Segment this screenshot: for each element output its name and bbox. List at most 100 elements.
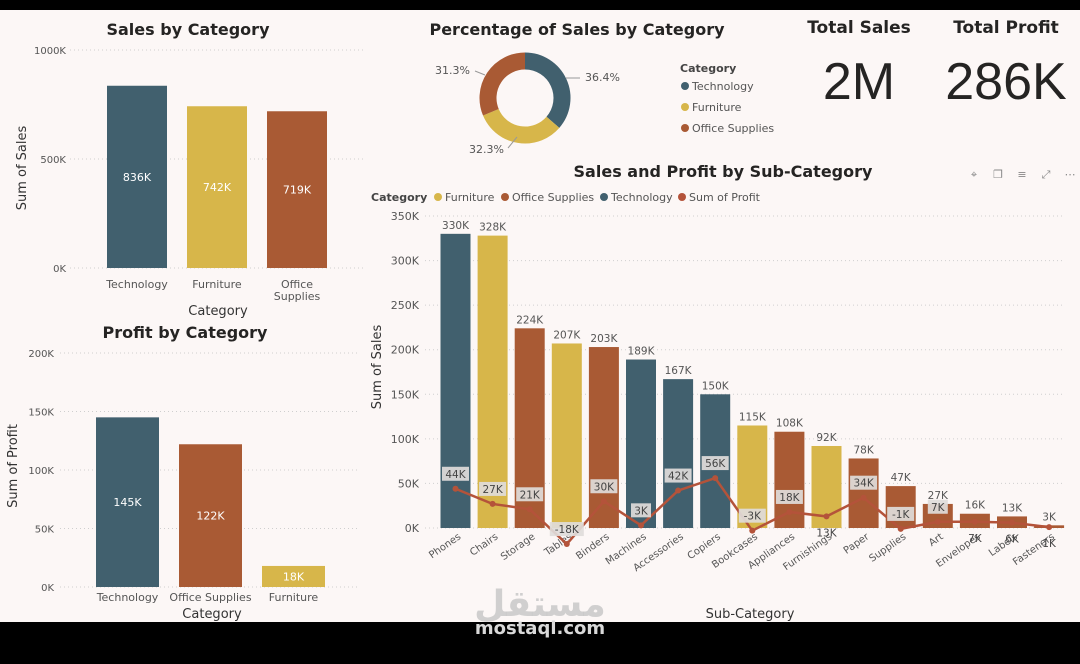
bar-data-label: 78K [853, 444, 874, 456]
y-tick-label: 0K [405, 522, 420, 535]
bar-office-supplies [179, 444, 242, 587]
donut-slice-office-supplies [479, 52, 526, 116]
y-tick-label: 0K [41, 583, 54, 594]
x-tick-label: Furniture [192, 278, 242, 291]
combo-legend-title: Category [371, 191, 427, 204]
profit-data-label: 7K [968, 533, 983, 545]
x-tick-label: Paper [842, 531, 872, 557]
bar-data-label: 47K [891, 472, 912, 484]
profit-point [860, 494, 867, 501]
legend-marker [681, 124, 689, 132]
bar-data-label: 189K [628, 346, 656, 358]
bar-data-label: 742K [203, 181, 232, 194]
x-tick-label: Supplies [274, 290, 321, 303]
profit-point [786, 508, 793, 515]
profit-point [749, 527, 756, 534]
profit-data-label: -3K [744, 511, 762, 523]
focus-icon[interactable]: ⤢ [1041, 168, 1051, 181]
bar-binders [588, 347, 619, 528]
profit-data-label: 34K [853, 478, 874, 490]
bar-data-label: 203K [590, 333, 618, 345]
y-axis-title: Sum of Sales [370, 325, 385, 410]
profit-point [526, 506, 533, 513]
donut-leader-line [507, 136, 518, 149]
bar-data-label: 92K [816, 432, 837, 444]
legend-marker [434, 193, 442, 201]
y-tick-label: 350K [391, 210, 420, 223]
profit-point [600, 498, 607, 505]
watermark: مستقل mostaql.com [0, 584, 1080, 640]
y-tick-label: 250K [391, 299, 420, 312]
profit-point [452, 485, 459, 492]
profit-label-box [701, 456, 729, 471]
profit-data-label: -18K [555, 524, 580, 536]
kpi-total-profit-value: 286K [945, 53, 1067, 111]
y-tick-label: 100K [28, 466, 54, 477]
x-axis-title: Category [182, 607, 242, 622]
donut-slice-technology [524, 52, 571, 128]
y-axis-title: Sum of Profit [6, 424, 21, 508]
kpi-total-profit[interactable]: Total Profit 286K [940, 18, 1072, 112]
legend-marker [681, 103, 689, 111]
more-icon[interactable]: ⋯ [1064, 168, 1076, 181]
profit-label-box [927, 499, 948, 514]
bar-data-label: 27K [928, 490, 949, 502]
bar-data-label: 207K [553, 329, 581, 341]
dashboard-canvas: Sales by Category 0K 500K 1000K Sum of Sales… [0, 10, 1080, 622]
combo-chart-title: Sales and Profit by Sub-Category [574, 162, 873, 181]
watermark-latin: mostaql.com [474, 618, 606, 639]
watermark-arabic: مستقل [474, 584, 606, 625]
y-tick-label: 1000K [34, 46, 66, 57]
profit-label-box [775, 489, 803, 504]
bar-accessories [663, 379, 694, 528]
profit-data-label: 18K [779, 492, 800, 504]
bar-data-label: 328K [479, 222, 507, 234]
y-tick-label: 50K [35, 525, 55, 536]
donut-legend-title: Category [680, 62, 736, 75]
pin-icon[interactable]: ⌖ [970, 168, 978, 181]
copy-icon[interactable]: ❐ [993, 168, 1003, 181]
legend-marker [678, 193, 686, 201]
profit-point [971, 518, 978, 525]
profit-data-label: 44K [445, 469, 466, 481]
profit-point [1009, 519, 1015, 526]
bar-furniture [187, 106, 247, 268]
bar-data-label: 18K [283, 570, 305, 583]
profit-label-box [590, 479, 618, 494]
profit-by-category-title: Profit by Category [103, 323, 269, 342]
donut-legend-item: Technology [691, 80, 754, 93]
legend-marker [501, 193, 509, 201]
y-tick-label: 300K [391, 255, 420, 268]
profit-data-label: 3K [634, 505, 649, 517]
donut-title: Percentage of Sales by Category [429, 20, 725, 39]
y-tick-label: 150K [28, 408, 54, 419]
x-tick-label: Storage [499, 531, 537, 562]
donut-legend-item: Office Supplies [692, 122, 774, 135]
bar-office-supplies [267, 111, 327, 269]
bar-data-label: 16K [965, 500, 986, 512]
y-tick-label: 200K [391, 344, 420, 357]
y-tick-label: 500K [40, 155, 66, 166]
bar-data-label: 145K [113, 496, 142, 509]
kpi-total-sales-title: Total Sales [807, 18, 911, 38]
profit-point [823, 513, 830, 520]
combo-legend-item: Technology [610, 191, 673, 204]
profit-point [897, 525, 904, 532]
profit-data-label: -1K [892, 509, 910, 521]
filter-icon[interactable]: ≡ [1017, 168, 1027, 181]
profit-point [1046, 524, 1053, 531]
profit-data-label: 6K [1005, 534, 1020, 546]
x-tick-label: Supplies [867, 531, 908, 564]
donut-legend-item: Furniture [692, 101, 742, 114]
legend-marker [681, 82, 689, 90]
bar-chairs [477, 235, 508, 528]
kpi-total-sales[interactable]: Total Sales 2M [800, 18, 918, 112]
profit-data-label: 1K [1042, 538, 1057, 550]
profit-data-label: 56K [705, 458, 726, 470]
profit-data-label: 30K [594, 481, 615, 493]
x-tick-label: Furniture [269, 591, 319, 604]
bar-data-label: 115K [739, 411, 767, 423]
bar-technology [96, 417, 159, 587]
legend-marker [600, 193, 608, 201]
profit-point [638, 522, 644, 529]
